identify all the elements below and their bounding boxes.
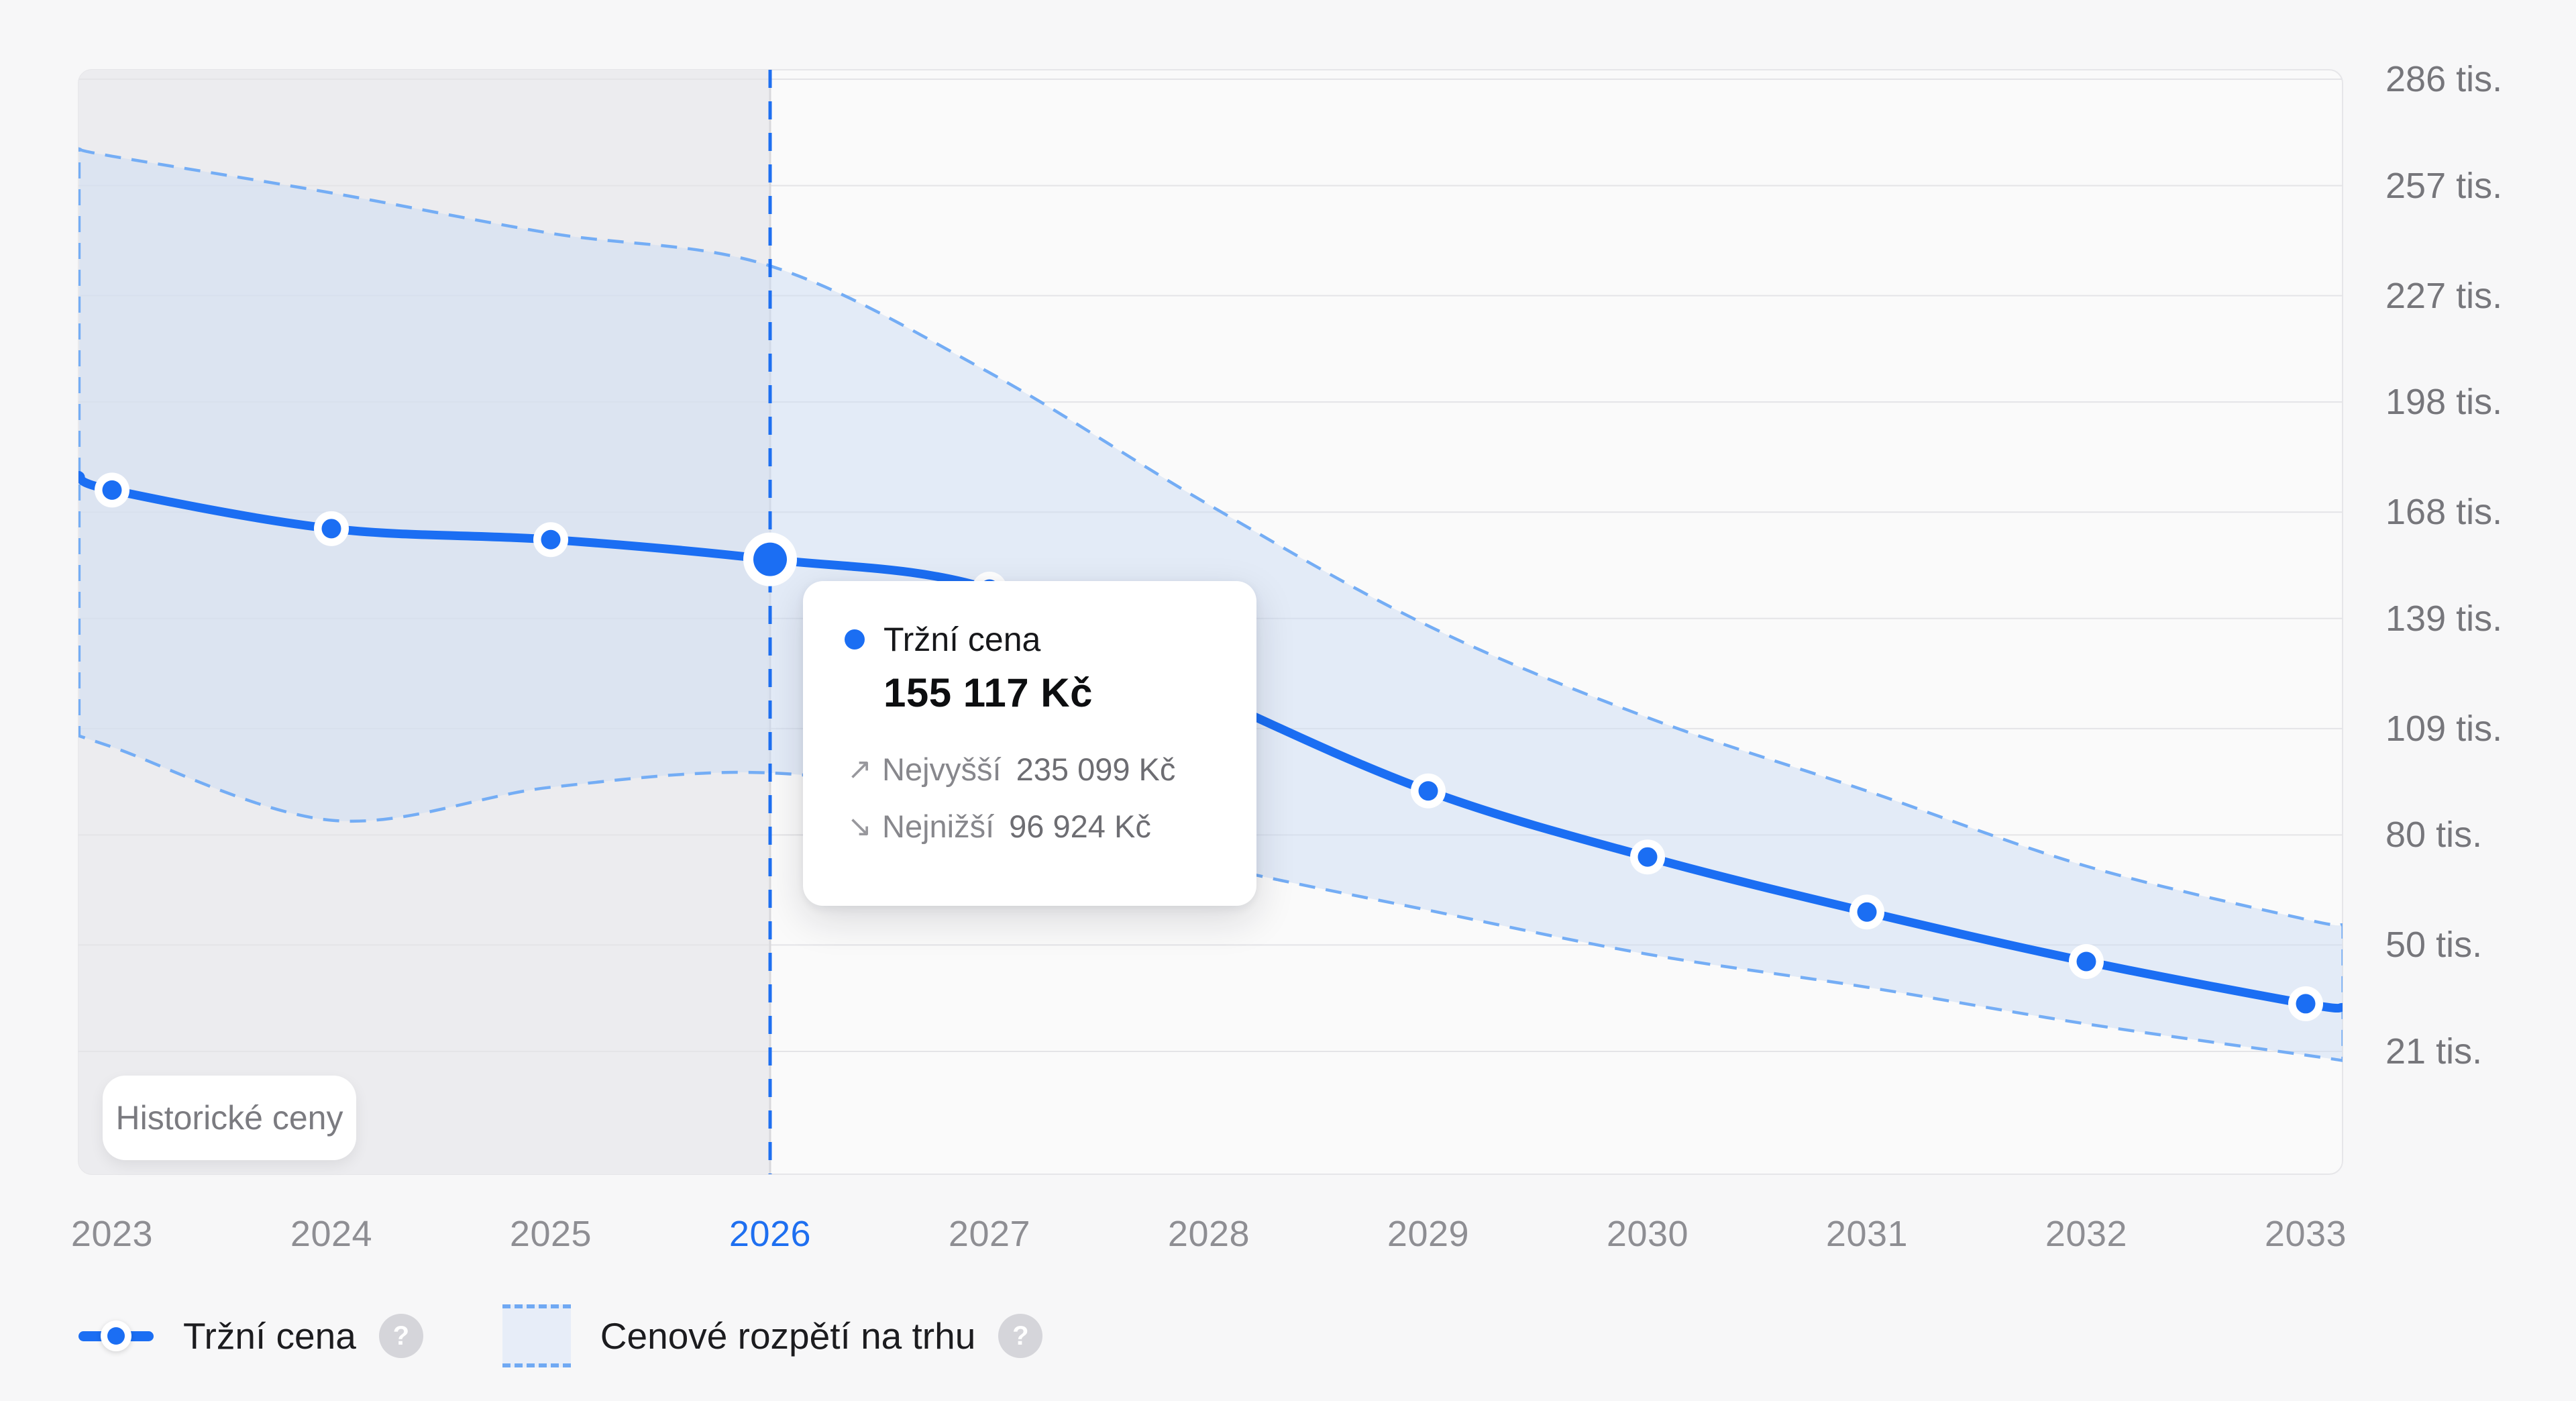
x-tick-label-2029[interactable]: 2029 (1387, 1214, 1470, 1254)
y-tick-label: 198 tis. (2385, 382, 2503, 423)
x-tick-label-2025[interactable]: 2025 (509, 1214, 592, 1254)
data-point[interactable] (1857, 902, 1877, 922)
legend-item-price-range: Cenové rozpětí na trhu ? (502, 1304, 1043, 1367)
tooltip-low-row: ↘ Nejnižší 96 924 Kč (847, 808, 1215, 845)
data-point[interactable] (321, 519, 341, 539)
y-tick-label: 227 tis. (2385, 275, 2503, 316)
data-point[interactable] (102, 480, 122, 500)
historical-prices-label: Historické ceny (115, 1099, 343, 1137)
x-tick-label-2032[interactable]: 2032 (2045, 1214, 2128, 1254)
y-tick-label: 168 tis. (2385, 492, 2503, 533)
x-tick-label-2030[interactable]: 2030 (1606, 1214, 1689, 1254)
x-tick-label-2028[interactable]: 2028 (1167, 1214, 1250, 1254)
x-tick-label-2031[interactable]: 2031 (1825, 1214, 1909, 1254)
tooltip-series-label: Tržní cena (883, 621, 1041, 658)
price-tooltip: Tržní cena 155 117 Kč ↗ Nejvyšší 235 099… (803, 581, 1256, 906)
help-icon-market-price[interactable]: ? (378, 1314, 423, 1358)
y-tick-label: 50 tis. (2385, 925, 2483, 966)
x-tick-label-2023[interactable]: 2023 (70, 1214, 154, 1254)
tooltip-value: 155 117 Kč (883, 670, 1093, 715)
price-range-band-outline (78, 147, 2343, 1063)
price-range-band-icon (502, 1304, 571, 1367)
x-tick-label-2026[interactable]: 2026 (729, 1214, 812, 1254)
y-tick-label: 139 tis. (2385, 598, 2503, 639)
x-tick-label-2027[interactable]: 2027 (948, 1214, 1031, 1254)
data-point[interactable] (541, 529, 561, 550)
data-point[interactable] (2296, 994, 2316, 1014)
tooltip-high-label: Nejvyšší (882, 751, 1002, 787)
y-tick-label: 109 tis. (2385, 708, 2503, 749)
tooltip-high-row: ↗ Nejvyšší 235 099 Kč (847, 751, 1215, 788)
series-dot-icon (845, 629, 865, 650)
data-point[interactable] (753, 542, 787, 576)
y-tick-label: 257 tis. (2385, 165, 2503, 206)
arrow-up-right-icon: ↗ (847, 753, 872, 786)
tooltip-header: Tržní cena (845, 620, 1215, 659)
legend-label-market-price: Tržní cena (183, 1315, 356, 1357)
market-price-line-icon (78, 1304, 154, 1368)
historical-prices-badge: Historické ceny (103, 1076, 356, 1160)
data-point[interactable] (1638, 847, 1658, 867)
tooltip-low-label: Nejnižší (882, 809, 995, 844)
y-tick-label: 21 tis. (2385, 1031, 2483, 1072)
data-point[interactable] (1418, 781, 1438, 801)
legend-label-price-range: Cenové rozpětí na trhu (600, 1315, 976, 1357)
tooltip-high-value: 235 099 Kč (1016, 751, 1176, 787)
y-tick-label: 80 tis. (2385, 815, 2483, 855)
help-icon-price-range[interactable]: ? (998, 1314, 1043, 1358)
data-point[interactable] (2076, 951, 2096, 972)
chart-legend: Tržní cena ? Cenové rozpětí na trhu ? (78, 1292, 1043, 1380)
arrow-down-right-icon: ↘ (847, 810, 872, 843)
x-tick-label-2024[interactable]: 2024 (290, 1214, 373, 1254)
y-tick-label: 286 tis. (2385, 59, 2503, 99)
tooltip-low-value: 96 924 Kč (1009, 809, 1151, 844)
legend-item-market-price: Tržní cena ? (78, 1304, 423, 1368)
x-tick-label-2033[interactable]: 2033 (2264, 1214, 2347, 1254)
